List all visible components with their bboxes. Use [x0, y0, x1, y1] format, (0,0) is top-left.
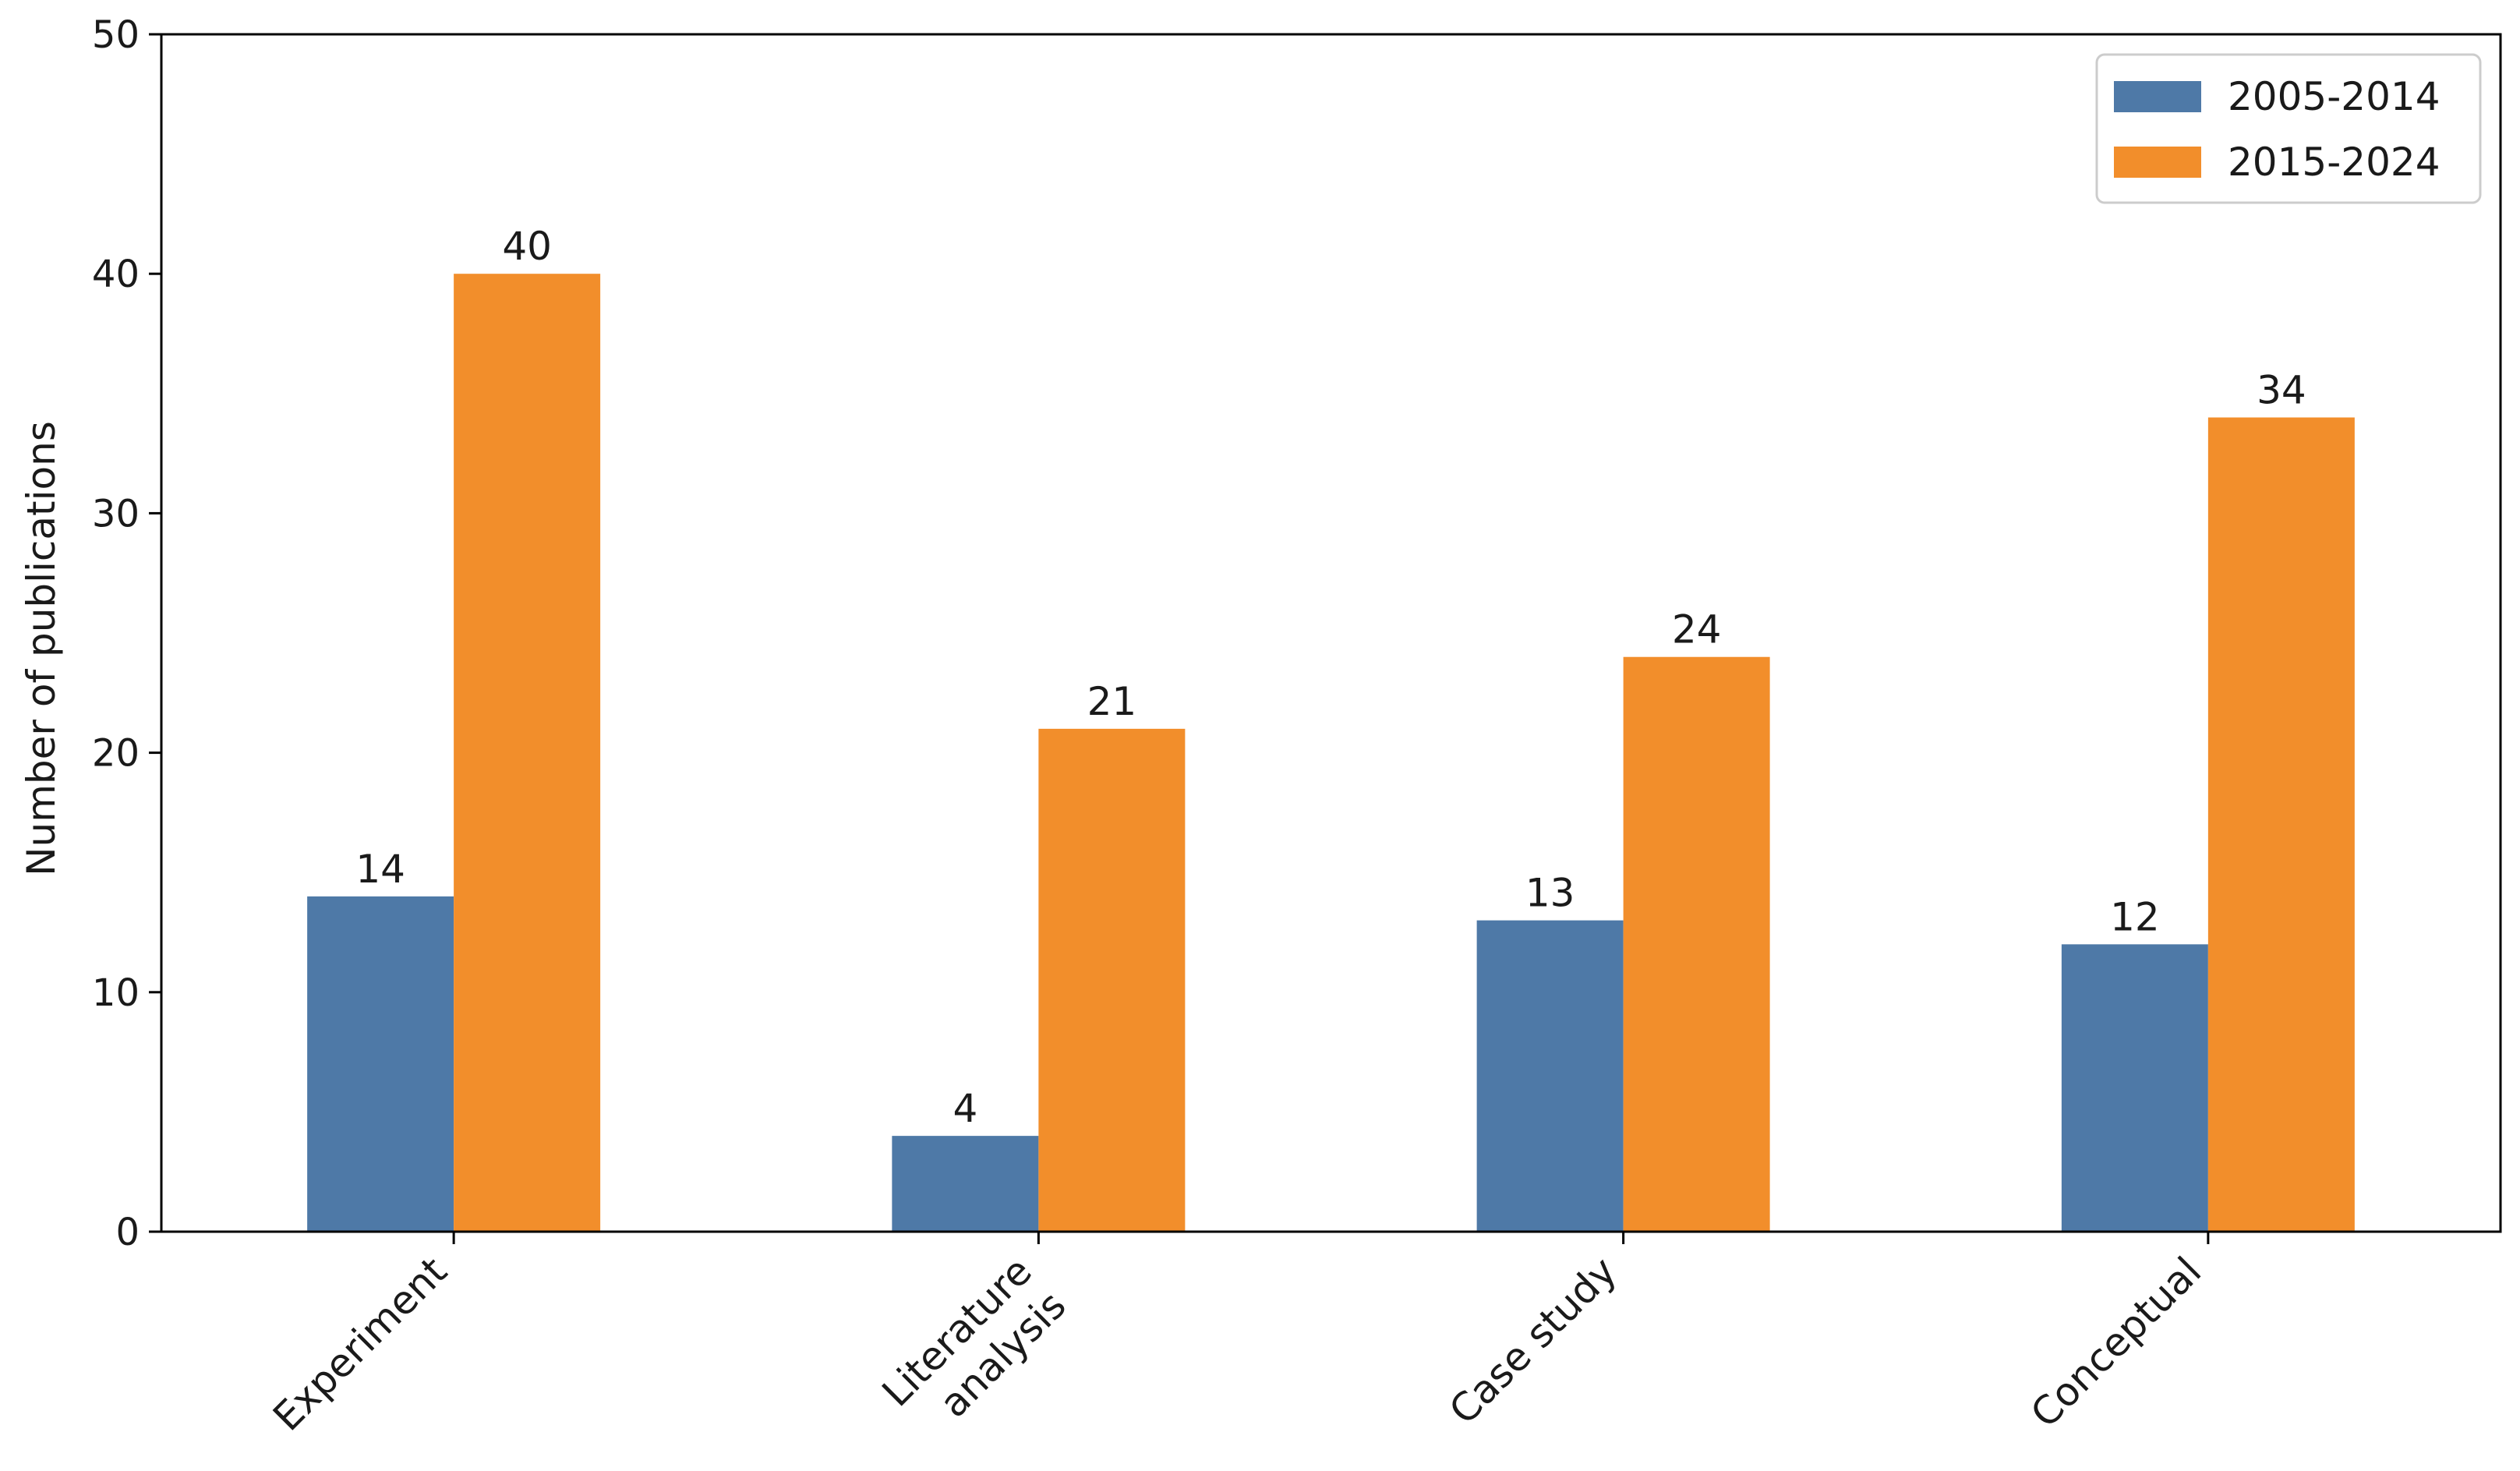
x-tick-label: Case study: [1440, 1248, 1625, 1433]
bar-value-label: 14: [355, 847, 405, 892]
x-tick-label-line: Case study: [1440, 1248, 1625, 1433]
y-axis: 0 10 20 30 40 50: [92, 13, 161, 1254]
bars-group: [307, 274, 2355, 1232]
bar-2005-2014-2: [1476, 920, 1624, 1232]
x-tick-label: Literatureanalysis: [874, 1248, 1075, 1449]
bar-value-label: 24: [1672, 607, 1722, 652]
y-tick-label: 30: [92, 492, 140, 536]
x-axis: Experiment Literatureanalysis Case study Co…: [264, 1232, 2210, 1449]
legend-label: 2005-2014: [2228, 74, 2440, 119]
y-tick-label: 0: [115, 1211, 140, 1254]
y-tick-label: 20: [92, 732, 140, 776]
bar-labels-group: 14 40 4 21 13 24 12 34: [355, 224, 2306, 1131]
x-tick-label: Conceptual: [2022, 1248, 2210, 1436]
bar-2015-2024-1: [1038, 728, 1186, 1232]
bar-2005-2014-1: [892, 1136, 1039, 1232]
legend-swatch: [2114, 81, 2201, 112]
bar-2005-2014-3: [2061, 944, 2208, 1232]
bar-value-label: 21: [1087, 679, 1137, 724]
bar-value-label: 34: [2257, 368, 2306, 413]
y-tick-label: 40: [92, 253, 140, 296]
bar-2015-2024-2: [1623, 656, 1770, 1232]
x-tick-label-line: Conceptual: [2022, 1248, 2210, 1436]
bar-2015-2024-0: [454, 274, 601, 1232]
bar-value-label: 12: [2110, 894, 2160, 939]
legend-label: 2015-2024: [2228, 140, 2440, 185]
bar-value-label: 4: [953, 1086, 977, 1131]
x-tick-label: Experiment: [264, 1248, 455, 1439]
legend: 2005-2014 2015-2024: [2095, 53, 2482, 204]
x-tick-label-line: Experiment: [264, 1248, 455, 1439]
y-axis-label: Number of publications: [19, 421, 64, 876]
bar-2015-2024-3: [2207, 417, 2355, 1232]
y-tick-label: 50: [92, 13, 140, 57]
bar-value-label: 13: [1525, 871, 1575, 916]
bar-2005-2014-0: [307, 896, 454, 1232]
bar-value-label: 40: [502, 224, 552, 269]
legend-swatch: [2114, 147, 2201, 178]
y-tick-label: 10: [92, 971, 140, 1015]
plot-frame: [160, 33, 2502, 1233]
